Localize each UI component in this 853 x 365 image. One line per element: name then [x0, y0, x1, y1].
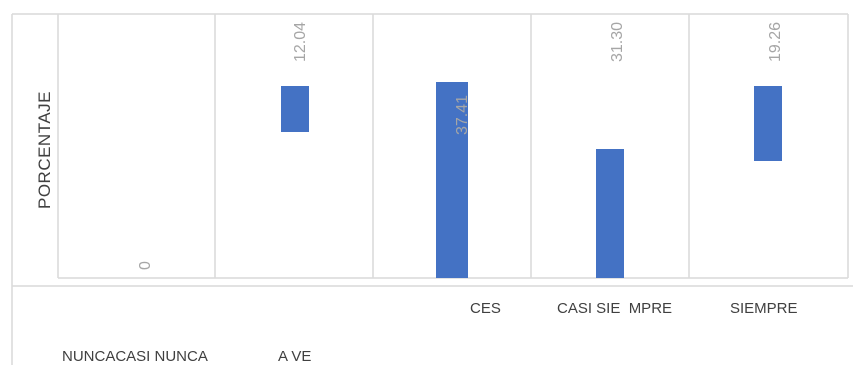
category-label-3: CES: [470, 300, 501, 317]
bar-5: [754, 86, 782, 161]
bar-4: [596, 149, 624, 278]
y-axis-label: PORCENTAJE: [35, 90, 54, 210]
value-label-1: 0: [137, 261, 154, 270]
value-label-2: 12.04: [292, 22, 309, 62]
bar-3: [436, 82, 468, 278]
value-label-3: 37.41: [454, 95, 471, 135]
category-label-4: CASI SIE MPRE: [557, 300, 673, 317]
category-label-2: A VE: [278, 348, 312, 365]
category-label-1: NUNCACASI NUNCA: [62, 348, 208, 365]
value-labels: 0 12.04 37.41 31.30 19.26: [137, 22, 784, 270]
value-label-4: 31.30: [609, 22, 626, 62]
category-label-5: SIEMPRE: [730, 300, 798, 317]
plot-frame: [11, 13, 853, 365]
bar-2: [281, 86, 309, 132]
bar-series: [281, 82, 782, 278]
value-label-5: 19.26: [767, 22, 784, 62]
